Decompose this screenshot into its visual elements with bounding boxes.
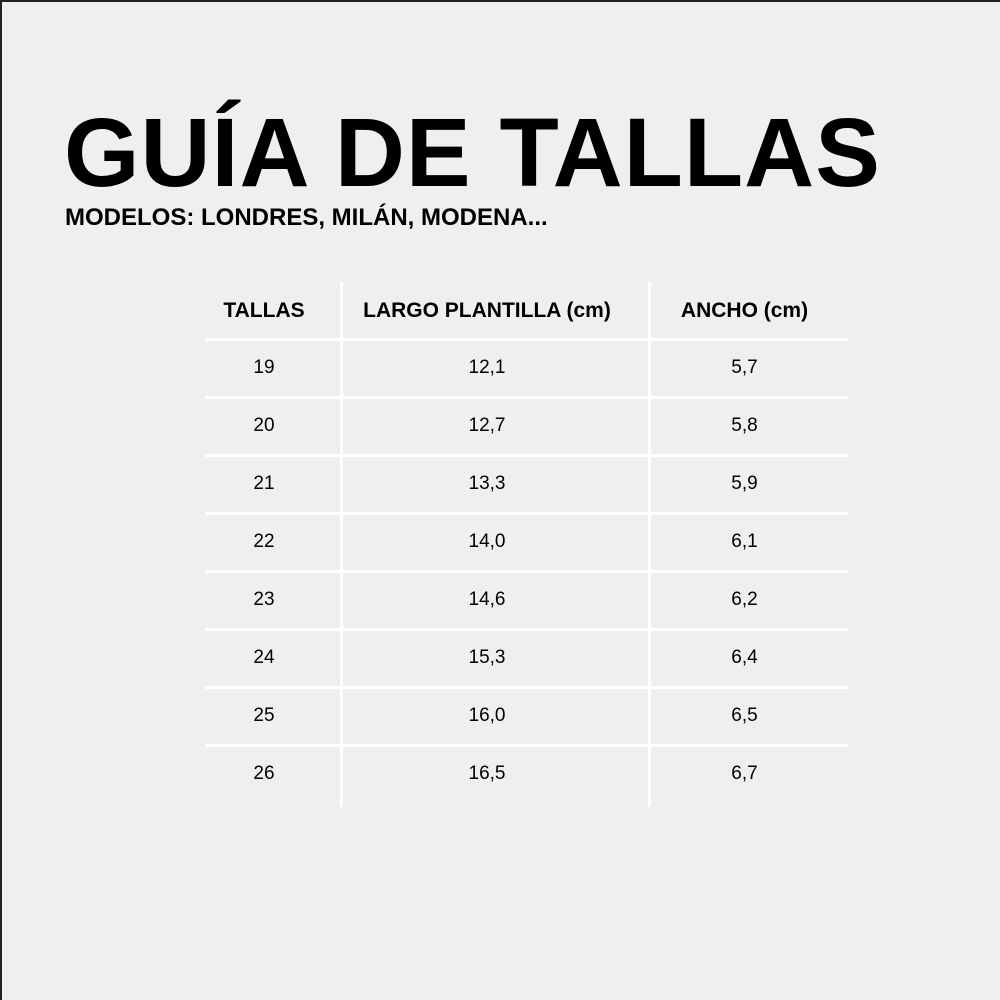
cell-talla: 23 <box>253 589 275 610</box>
cell-talla: 25 <box>253 705 275 726</box>
column-divider <box>340 282 343 807</box>
cell-largo: 14,6 <box>468 589 506 610</box>
cell-ancho: 6,5 <box>731 705 758 726</box>
row-divider <box>205 628 848 631</box>
size-table: TALLAS LARGO PLANTILLA (cm) ANCHO (cm) 1… <box>205 282 848 803</box>
cell-largo: 14,0 <box>468 531 506 552</box>
cell-ancho: 6,2 <box>731 589 758 610</box>
header-largo: LARGO PLANTILLA (cm) <box>363 298 611 322</box>
table-header-row: TALLAS LARGO PLANTILLA (cm) ANCHO (cm) <box>205 282 848 339</box>
table-row: 25 16,0 6,5 <box>205 687 848 745</box>
header-tallas: TALLAS <box>223 298 305 322</box>
cell-ancho: 6,1 <box>731 531 758 552</box>
row-divider <box>205 454 848 457</box>
cell-ancho: 6,4 <box>731 647 758 668</box>
cell-largo: 13,3 <box>468 473 506 494</box>
cell-talla: 22 <box>253 531 275 552</box>
table-row: 24 15,3 6,4 <box>205 629 848 687</box>
page-title: GUÍA DE TALLAS <box>64 98 881 207</box>
table-row: 22 14,0 6,1 <box>205 513 848 571</box>
cell-ancho: 5,8 <box>731 415 758 436</box>
column-divider <box>648 282 651 807</box>
cell-largo: 16,0 <box>468 705 506 726</box>
row-divider <box>205 686 848 689</box>
cell-ancho: 6,7 <box>731 763 758 784</box>
page-subtitle: MODELOS: LONDRES, MILÁN, MODENA... <box>65 204 548 231</box>
cell-talla: 19 <box>253 357 275 378</box>
cell-ancho: 5,9 <box>731 473 758 494</box>
cell-largo: 16,5 <box>468 763 506 784</box>
cell-largo: 12,7 <box>468 415 506 436</box>
row-divider <box>205 570 848 573</box>
row-divider <box>205 512 848 515</box>
cell-largo: 15,3 <box>468 647 506 668</box>
cell-talla: 26 <box>253 763 275 784</box>
header-ancho: ANCHO (cm) <box>680 298 809 322</box>
table-row: 26 16,5 6,7 <box>205 745 848 803</box>
cell-talla: 20 <box>253 415 275 436</box>
cell-largo: 12,1 <box>468 357 506 378</box>
cell-talla: 21 <box>253 473 275 494</box>
cell-talla: 24 <box>253 647 275 668</box>
cell-ancho: 5,7 <box>731 357 758 378</box>
table-row: 19 12,1 5,7 <box>205 339 848 397</box>
table-row: 23 14,6 6,2 <box>205 571 848 629</box>
row-divider <box>205 396 848 399</box>
table-row: 20 12,7 5,8 <box>205 397 848 455</box>
row-divider <box>205 338 848 341</box>
row-divider <box>205 744 848 747</box>
table-row: 21 13,3 5,9 <box>205 455 848 513</box>
